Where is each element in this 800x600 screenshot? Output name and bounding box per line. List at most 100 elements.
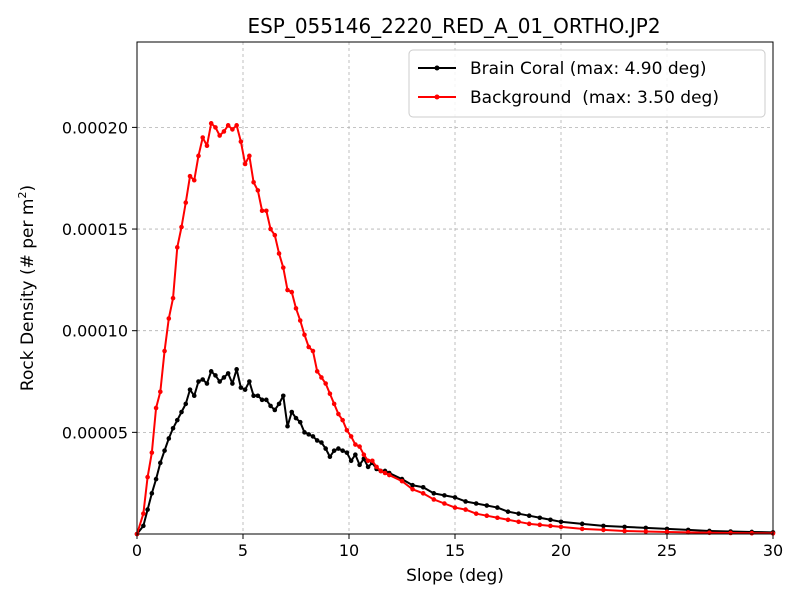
y-axis-title: Rock Density (# per m2) bbox=[16, 185, 38, 391]
data-point bbox=[230, 127, 235, 132]
data-point bbox=[191, 393, 197, 399]
legend-label-background: Background (max: 3.50 deg) bbox=[470, 88, 719, 108]
data-point bbox=[323, 381, 328, 386]
data-point bbox=[213, 125, 218, 130]
data-point bbox=[319, 440, 324, 445]
data-point bbox=[442, 501, 447, 506]
data-point bbox=[505, 517, 511, 523]
data-point bbox=[276, 251, 282, 256]
data-point bbox=[558, 519, 564, 525]
data-point bbox=[280, 393, 286, 399]
data-point bbox=[162, 448, 167, 453]
legend-swatch-marker-brain-coral bbox=[434, 65, 440, 71]
data-point bbox=[221, 129, 227, 134]
data-point bbox=[382, 470, 388, 476]
data-point bbox=[327, 454, 333, 460]
data-point bbox=[285, 423, 290, 429]
data-point bbox=[526, 521, 532, 527]
data-point bbox=[310, 348, 316, 354]
data-point bbox=[191, 177, 197, 183]
data-point bbox=[285, 287, 290, 293]
data-point bbox=[196, 153, 201, 159]
data-point bbox=[302, 430, 307, 435]
data-point bbox=[289, 409, 295, 415]
data-point bbox=[200, 135, 206, 140]
data-point bbox=[348, 434, 354, 439]
data-point bbox=[643, 529, 649, 534]
data-point bbox=[664, 529, 670, 535]
data-point bbox=[200, 377, 206, 382]
data-point bbox=[179, 409, 184, 415]
data-point bbox=[643, 525, 649, 531]
data-point bbox=[268, 403, 273, 409]
data-point bbox=[601, 523, 606, 529]
data-point bbox=[153, 476, 159, 482]
data-point bbox=[353, 452, 358, 458]
data-point bbox=[149, 491, 155, 496]
data-point bbox=[141, 523, 146, 529]
data-point bbox=[255, 393, 261, 399]
data-point bbox=[204, 381, 210, 386]
data-point bbox=[622, 524, 627, 530]
data-point bbox=[158, 389, 163, 394]
data-point bbox=[166, 436, 172, 441]
data-point bbox=[314, 438, 320, 443]
data-point bbox=[548, 517, 553, 523]
data-point bbox=[204, 143, 210, 148]
data-point bbox=[272, 407, 278, 413]
data-point bbox=[473, 511, 479, 516]
data-point bbox=[463, 507, 468, 512]
data-point bbox=[728, 530, 733, 536]
data-point bbox=[217, 379, 222, 384]
y-axis-title-superscript: 2 bbox=[16, 192, 29, 199]
x-tick-label: 30 bbox=[763, 541, 783, 560]
data-point bbox=[264, 397, 269, 403]
data-point bbox=[452, 495, 458, 500]
data-point bbox=[251, 393, 256, 399]
x-tick-label: 0 bbox=[132, 541, 142, 560]
data-point bbox=[217, 133, 222, 138]
data-point bbox=[357, 444, 362, 449]
data-point bbox=[213, 373, 218, 378]
x-tick-label: 20 bbox=[551, 541, 571, 560]
data-point bbox=[505, 509, 511, 514]
series-1 bbox=[134, 121, 776, 537]
data-point bbox=[208, 121, 214, 126]
data-point bbox=[158, 460, 163, 466]
data-point bbox=[431, 497, 437, 502]
data-point bbox=[149, 450, 155, 455]
data-point bbox=[276, 401, 282, 407]
data-point bbox=[548, 523, 553, 529]
data-point bbox=[289, 289, 295, 295]
data-point bbox=[293, 306, 299, 311]
x-axis-title: Slope (deg) bbox=[406, 566, 504, 586]
data-point bbox=[353, 442, 358, 447]
data-point bbox=[259, 397, 265, 403]
data-point bbox=[357, 462, 362, 468]
data-point bbox=[174, 417, 180, 423]
data-point bbox=[336, 446, 341, 451]
data-point bbox=[242, 161, 248, 167]
data-point bbox=[361, 452, 367, 458]
y-axis-title-main: Rock Density (# per m bbox=[18, 199, 38, 392]
data-point bbox=[183, 401, 189, 407]
data-point bbox=[365, 464, 371, 470]
data-point bbox=[319, 375, 324, 380]
data-point bbox=[495, 505, 500, 510]
data-point bbox=[537, 522, 543, 528]
data-point bbox=[473, 501, 479, 506]
data-point bbox=[297, 318, 303, 323]
data-point bbox=[166, 316, 172, 321]
data-point bbox=[410, 482, 415, 488]
data-point bbox=[280, 265, 286, 270]
data-point bbox=[272, 232, 278, 238]
y-ticks: 0.00005 0.00010 0.00015 0.00020 bbox=[62, 118, 137, 442]
data-point bbox=[344, 450, 350, 455]
data-point bbox=[340, 417, 345, 423]
data-point bbox=[622, 528, 627, 534]
data-point bbox=[174, 245, 180, 250]
data-point bbox=[306, 432, 312, 437]
data-point bbox=[247, 379, 252, 384]
data-point bbox=[255, 188, 261, 193]
data-point bbox=[238, 139, 244, 144]
